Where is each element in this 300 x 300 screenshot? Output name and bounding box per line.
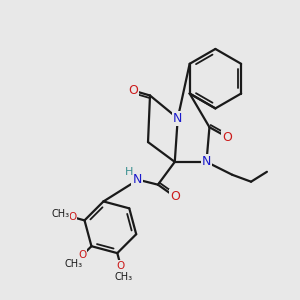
Text: H: H bbox=[125, 167, 134, 177]
Text: CH₃: CH₃ bbox=[115, 272, 133, 282]
Text: O: O bbox=[128, 84, 138, 97]
Text: N: N bbox=[132, 173, 142, 186]
Text: N: N bbox=[202, 155, 211, 168]
Text: N: N bbox=[173, 112, 182, 125]
Text: O: O bbox=[116, 261, 125, 271]
Text: O: O bbox=[78, 250, 86, 260]
Text: CH₃: CH₃ bbox=[65, 259, 83, 269]
Text: O: O bbox=[170, 190, 180, 203]
Text: CH₃: CH₃ bbox=[52, 209, 70, 219]
Text: O: O bbox=[68, 212, 76, 222]
Text: O: O bbox=[222, 130, 232, 144]
